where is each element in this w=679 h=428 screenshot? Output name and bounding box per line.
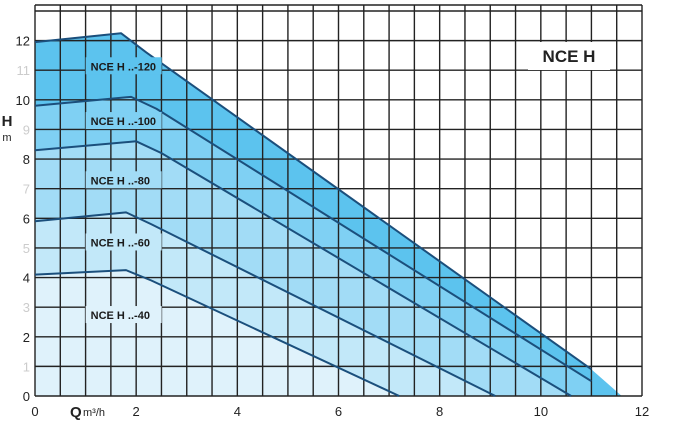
- y-tick-label: 3: [23, 300, 30, 315]
- x-tick-label: 2: [133, 404, 140, 419]
- y-tick-label: 6: [23, 211, 30, 226]
- curve-label-bg-2: [85, 171, 162, 189]
- curve-labels: NCE H ..-120 NCE H ..-100 NCE H ..-80 NCE H…: [85, 57, 162, 324]
- y-tick-label: 7: [23, 182, 30, 197]
- curve-label-1: NCE H ..-100: [91, 116, 156, 128]
- curve-label-2: NCE H ..-80: [91, 175, 150, 187]
- x-tick-label: 4: [234, 404, 241, 419]
- x-tick-label: 12: [635, 404, 649, 419]
- x-axis-label: Q: [70, 404, 82, 421]
- curve-label-3: NCE H ..-60: [91, 237, 150, 249]
- grid: [34, 4, 643, 397]
- x-tick-label: 10: [534, 404, 548, 419]
- curve-fill-4: [35, 270, 400, 396]
- y-tick-label: 0: [23, 389, 30, 404]
- curve-line-4: [34, 269, 400, 397]
- y-axis-unit: m: [2, 132, 11, 144]
- y-tick-label: 1: [23, 359, 30, 374]
- y-tick-label: 10: [16, 93, 30, 108]
- x-tick-label: 6: [335, 404, 342, 419]
- y-tick-label: 12: [16, 34, 30, 49]
- y-tick-label: 9: [23, 122, 30, 137]
- curve-label-bg-4: [85, 306, 162, 324]
- x-axis-unit: m³/h: [83, 407, 105, 419]
- curve-label-4: NCE H ..-40: [91, 310, 150, 322]
- curve-label-0: NCE H ..-120: [91, 61, 156, 73]
- x-tick-label: 8: [436, 404, 443, 419]
- curve-line-2: [34, 140, 572, 397]
- curve-line-3: [34, 211, 496, 397]
- curve-label-bg-1: [85, 112, 162, 130]
- curve-fills: [35, 33, 622, 396]
- curve-lines: [34, 32, 592, 397]
- y-tick-label: 2: [23, 330, 30, 345]
- chart-title: NCE H: [543, 47, 596, 66]
- y-tick-label: 5: [23, 241, 30, 256]
- title-box: NCE H: [528, 42, 610, 70]
- curve-line-0: [34, 32, 592, 371]
- x-tick-label: 0: [31, 404, 38, 419]
- y-tick-label: 8: [23, 152, 30, 167]
- y-tick-label: 4: [23, 271, 30, 286]
- curve-label-bg-3: [85, 233, 162, 251]
- y-axis-label: H: [2, 113, 13, 130]
- curve-label-bg-0: [85, 57, 162, 75]
- y-tick-label: 11: [17, 63, 31, 78]
- curve-line-1: [34, 95, 592, 383]
